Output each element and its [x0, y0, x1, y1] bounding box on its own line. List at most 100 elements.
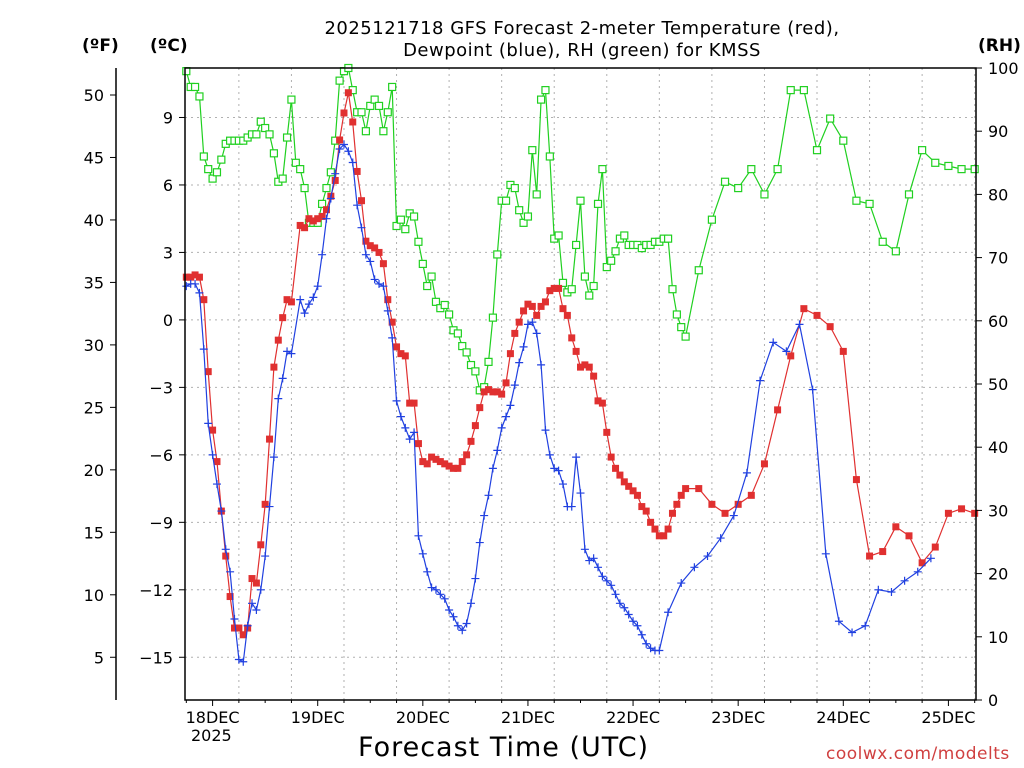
temperature-point	[774, 406, 782, 414]
rh-point	[261, 123, 270, 133]
dewpoint-point	[502, 412, 511, 421]
temperature-point	[314, 215, 322, 223]
fahrenheit-tick-label: 30	[84, 336, 104, 355]
rh-point	[572, 240, 581, 250]
dewpoint-point	[226, 567, 235, 576]
dewpoint-point	[580, 545, 589, 554]
dewpoint-point	[480, 511, 489, 520]
celsius-tick-label: −6	[149, 446, 173, 465]
temperature-point	[388, 318, 396, 326]
dewpoint-point	[423, 567, 432, 576]
rh-point	[528, 146, 537, 155]
temperature-point	[239, 631, 247, 639]
temperature-point	[931, 543, 939, 551]
rh-point	[931, 158, 940, 167]
rh-point	[493, 250, 502, 259]
temperature-point	[463, 451, 471, 459]
dewpoint-point	[795, 320, 804, 329]
dewpoint-point	[471, 574, 480, 583]
rh-point	[944, 161, 953, 171]
dewpoint-point	[874, 585, 883, 594]
dewpoint-point	[348, 158, 357, 167]
dewpoint-point	[396, 412, 405, 421]
temperature-point	[839, 347, 847, 355]
rh-point	[891, 247, 900, 256]
temperature-point	[581, 361, 589, 369]
rh-point	[190, 82, 200, 92]
rh-point	[326, 168, 335, 177]
dewpoint-point	[370, 275, 379, 284]
dewpoint-point	[204, 419, 213, 428]
rh-point	[576, 196, 585, 205]
rh-point	[317, 199, 327, 208]
temperature-point	[414, 440, 422, 448]
temperature-point	[541, 298, 549, 306]
rh-point	[322, 183, 331, 193]
dewpoint-point	[383, 306, 392, 315]
rh-point	[558, 278, 568, 287]
temperature-point	[695, 485, 703, 493]
dewpoint-point	[594, 563, 603, 572]
rh-point	[826, 114, 835, 123]
temperature-point	[511, 329, 519, 337]
dewpoint-point	[615, 599, 624, 608]
dewpoint-point	[453, 621, 462, 630]
dewpoint-point	[742, 468, 751, 477]
rh-point	[418, 259, 427, 269]
rh-point	[970, 165, 979, 174]
dewpoint-point	[208, 450, 217, 459]
temperature-point	[677, 491, 685, 499]
dewpoint-point	[493, 446, 502, 455]
temperature-point	[182, 273, 190, 281]
rh-point	[458, 341, 467, 351]
temperature-point	[213, 458, 221, 466]
rh-tick-label: 40	[988, 438, 1008, 457]
temperature-point	[384, 296, 392, 304]
temperature-point	[625, 482, 633, 490]
dewpoint-point	[339, 140, 348, 149]
temperature-point	[673, 500, 681, 508]
dewpoint-point	[488, 464, 497, 473]
rh-point	[379, 127, 388, 136]
rh-point	[291, 158, 300, 167]
temperature-point	[209, 426, 217, 434]
dewpoint-point	[278, 374, 287, 383]
temperature-point	[598, 399, 606, 407]
dewpoint-point	[598, 572, 607, 581]
dewpoint-point	[431, 585, 440, 594]
dewpoint-point	[414, 531, 423, 540]
fahrenheit-tick-label: 35	[84, 273, 104, 292]
temperature-point	[647, 518, 655, 526]
temperature-point	[187, 273, 195, 281]
temperature-point	[506, 350, 514, 358]
rh-point	[760, 190, 769, 199]
temperature-point	[533, 311, 541, 319]
dewpoint-point	[497, 423, 506, 432]
dewpoint-point	[445, 606, 454, 615]
rh-point	[839, 136, 848, 145]
temperature-point	[191, 271, 199, 279]
dewpoint-point	[887, 588, 896, 597]
temperature-point	[493, 388, 501, 396]
rh-point	[401, 225, 410, 234]
rh-point	[580, 272, 589, 281]
rh-point	[414, 237, 423, 246]
dewpoint-point	[274, 394, 283, 403]
dewpoint-point	[756, 376, 765, 385]
temperature-point	[445, 462, 453, 470]
rh-point	[852, 196, 861, 205]
rh-point	[471, 367, 480, 376]
temperature-point	[279, 314, 287, 322]
temperature-point	[612, 464, 620, 472]
temperature-point	[371, 244, 379, 252]
fahrenheit-tick-label: 20	[84, 461, 104, 480]
source-watermark: coolwx.com/modelts	[826, 744, 1010, 764]
rh-point	[427, 272, 436, 281]
celsius-tick-label: −3	[149, 378, 173, 397]
rh-point	[773, 165, 782, 174]
dewpoint-point	[637, 630, 646, 639]
temperature-point	[410, 399, 418, 407]
celsius-tick-label: 9	[163, 108, 173, 127]
dewpoint-point	[318, 250, 327, 259]
